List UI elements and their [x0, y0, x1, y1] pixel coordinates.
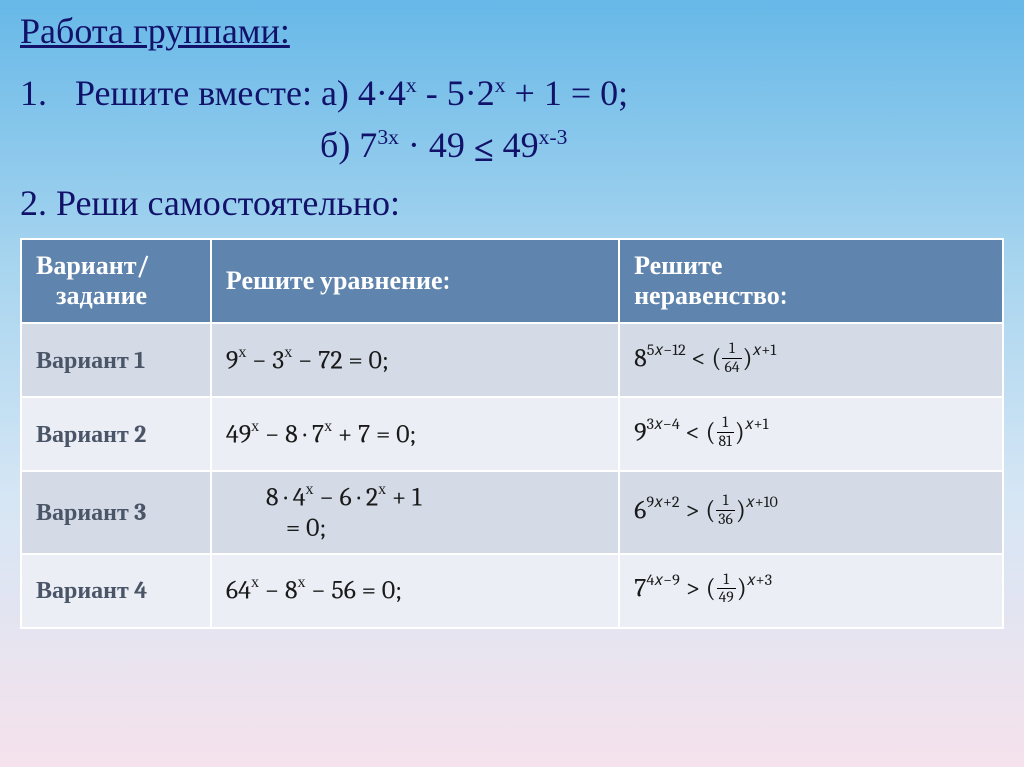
- task1-line-a: 1.Решите вместе: а) 4·4х - 5·2х + 1 = 0;: [20, 72, 1004, 114]
- row-inequality: 85𝑥−12 < (164)𝑥+1: [619, 323, 1003, 397]
- row-inequality: 74𝑥−9 > (149)𝑥+3: [619, 554, 1003, 628]
- row-variant-name: Вариант 1: [21, 323, 211, 397]
- row-variant-name: Вариант 4: [21, 554, 211, 628]
- header-inequality: Решите неравенство:: [619, 239, 1003, 323]
- row-inequality: 69𝑥+2 > (136)𝑥+10: [619, 471, 1003, 554]
- task1-eq-a: а) 4·4х - 5·2х + 1 = 0;: [321, 73, 628, 113]
- task1-eq-b: б) 73х · 49 ≤ 49х-3: [320, 125, 567, 165]
- le-symbol: ≤: [474, 128, 494, 170]
- table-row: Вариант 38 · 4х − 6 · 2х + 1= 0;69𝑥+2 > …: [21, 471, 1003, 554]
- variants-table: Вариант/ задание Решите уравнение: Решит…: [20, 238, 1004, 629]
- row-variant-name: Вариант 3: [21, 471, 211, 554]
- row-equation: 64х − 8х − 56 = 0;: [211, 554, 619, 628]
- page-title: Работа группами:: [20, 10, 1004, 52]
- row-equation: 8 · 4х − 6 · 2х + 1= 0;: [211, 471, 619, 554]
- row-equation: 9х − 3х − 72 = 0;: [211, 323, 619, 397]
- header-variant: Вариант/ задание: [21, 239, 211, 323]
- header-equation: Решите уравнение:: [211, 239, 619, 323]
- task2-label: 2. Реши самостоятельно:: [20, 182, 1004, 224]
- row-variant-name: Вариант 2: [21, 397, 211, 471]
- table-row: Вариант 19х − 3х − 72 = 0;85𝑥−12 < (164)…: [21, 323, 1003, 397]
- task1-line-b: б) 73х · 49 ≤ 49х-3: [20, 124, 1004, 166]
- task1-label: Решите вместе:: [75, 73, 312, 113]
- row-inequality: 93𝑥−4 < (181)𝑥+1: [619, 397, 1003, 471]
- table-row: Вариант 464х − 8х − 56 = 0;74𝑥−9 > (149)…: [21, 554, 1003, 628]
- table-row: Вариант 249х − 8 · 7х + 7 = 0;93𝑥−4 < (1…: [21, 397, 1003, 471]
- table-header-row: Вариант/ задание Решите уравнение: Решит…: [21, 239, 1003, 323]
- task1-number: 1.: [20, 72, 75, 114]
- row-equation: 49х − 8 · 7х + 7 = 0;: [211, 397, 619, 471]
